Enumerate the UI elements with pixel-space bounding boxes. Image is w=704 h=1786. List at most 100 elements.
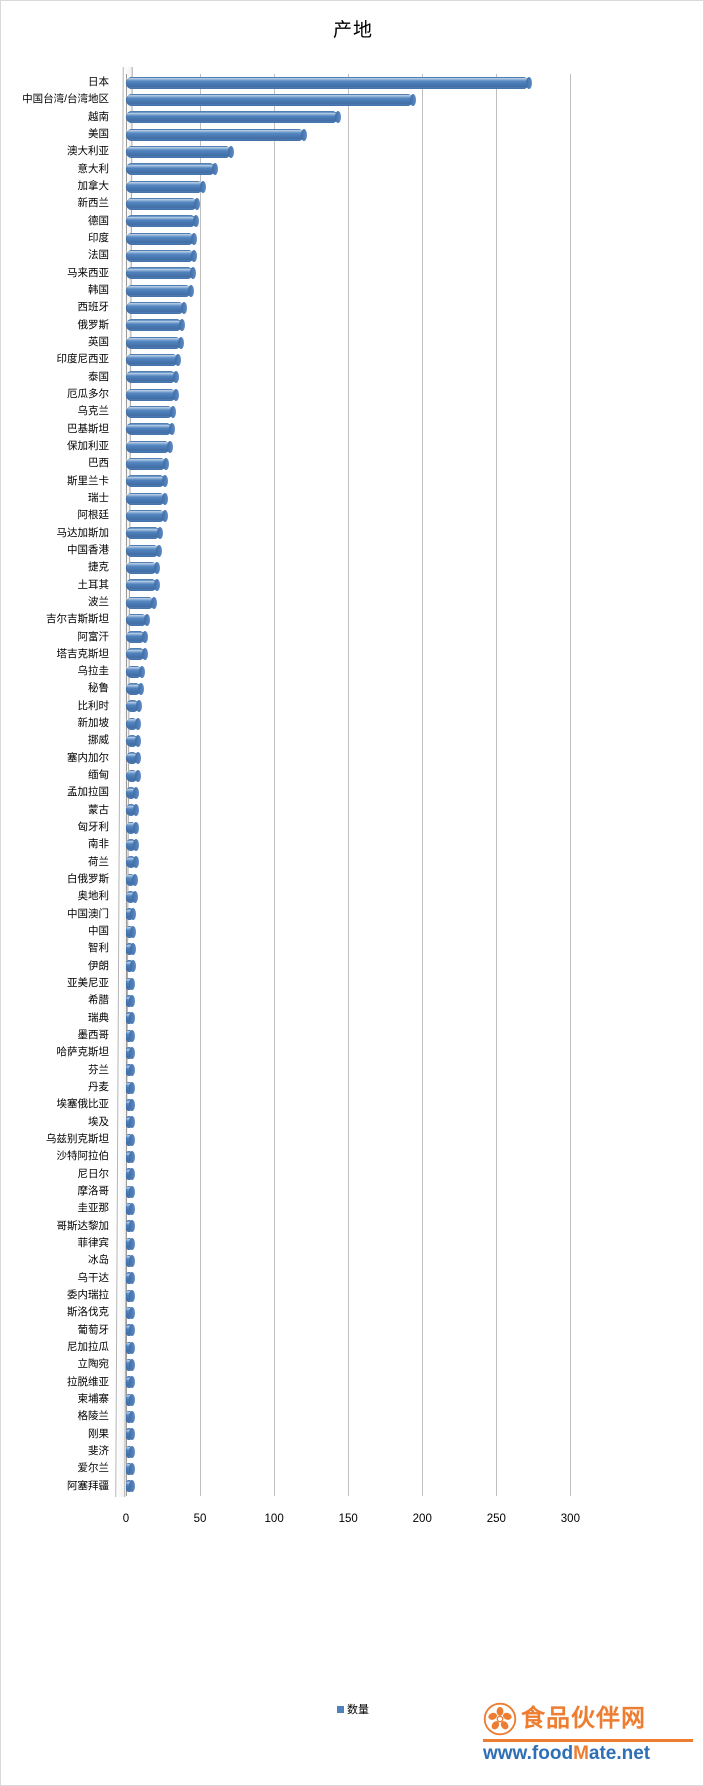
bar[interactable] — [126, 1358, 135, 1371]
category-label: 吉尔吉斯斯坦 — [46, 613, 109, 626]
bar-row — [126, 888, 600, 905]
bar[interactable] — [126, 804, 140, 817]
bar[interactable] — [126, 301, 187, 314]
bar[interactable] — [126, 1341, 135, 1354]
bar[interactable] — [126, 1029, 135, 1042]
bar[interactable] — [126, 1393, 135, 1406]
category-label: 蒙古 — [88, 803, 109, 816]
bar[interactable] — [126, 995, 135, 1008]
bar[interactable] — [126, 735, 141, 748]
bar[interactable] — [126, 1081, 135, 1094]
bar[interactable] — [126, 1185, 135, 1198]
bar[interactable] — [126, 527, 164, 540]
bar[interactable] — [126, 821, 140, 834]
bar-row — [126, 421, 600, 438]
bar[interactable] — [126, 1480, 135, 1493]
bar[interactable] — [126, 1168, 135, 1181]
bar[interactable] — [126, 925, 138, 938]
bar-row — [126, 317, 600, 334]
category-label: 哥斯达黎加 — [56, 1219, 110, 1232]
bar[interactable] — [126, 1410, 135, 1423]
bar[interactable] — [126, 475, 167, 488]
bar[interactable] — [126, 197, 201, 210]
bar[interactable] — [126, 336, 184, 349]
bar[interactable] — [126, 319, 186, 332]
bar[interactable] — [126, 440, 174, 453]
bar[interactable] — [126, 683, 144, 696]
bar[interactable] — [126, 1220, 135, 1233]
bar[interactable] — [126, 873, 138, 886]
bar[interactable] — [126, 509, 167, 522]
bar[interactable] — [126, 371, 180, 384]
bar[interactable] — [126, 1289, 135, 1302]
category-label: 韩国 — [88, 283, 109, 296]
gridline — [570, 74, 572, 1496]
bar[interactable] — [126, 353, 181, 366]
category-label: 日本 — [88, 76, 109, 88]
bar[interactable] — [126, 1133, 135, 1146]
bar[interactable] — [126, 1376, 135, 1389]
bar[interactable] — [126, 1428, 135, 1441]
category-label: 西班牙 — [77, 301, 110, 314]
bar[interactable] — [126, 232, 198, 245]
bar[interactable] — [126, 1116, 135, 1129]
bar[interactable] — [126, 977, 135, 990]
bar[interactable] — [126, 1237, 135, 1250]
bar[interactable] — [126, 76, 532, 89]
bar[interactable] — [126, 267, 196, 280]
bar[interactable] — [126, 1272, 135, 1285]
bar[interactable] — [126, 145, 235, 158]
bar[interactable] — [126, 1254, 135, 1267]
bar-row — [126, 230, 600, 247]
bar[interactable] — [126, 163, 218, 176]
bar[interactable] — [126, 1012, 135, 1025]
bar-row — [126, 1339, 600, 1356]
bar[interactable] — [126, 631, 149, 644]
bar[interactable] — [126, 93, 417, 106]
bar[interactable] — [126, 960, 138, 973]
category-label: 希腊 — [88, 994, 109, 1007]
bar[interactable] — [126, 423, 175, 436]
bar[interactable] — [126, 700, 143, 713]
bar[interactable] — [126, 457, 169, 470]
bar[interactable] — [126, 492, 167, 505]
bar[interactable] — [126, 215, 199, 228]
bar[interactable] — [126, 1324, 135, 1337]
bar[interactable] — [126, 405, 177, 418]
bar[interactable] — [126, 648, 149, 661]
bar[interactable] — [126, 943, 138, 956]
bar[interactable] — [126, 752, 141, 765]
bar[interactable] — [126, 613, 150, 626]
bar[interactable] — [126, 1099, 135, 1112]
bar[interactable] — [126, 1445, 135, 1458]
bar[interactable] — [126, 839, 140, 852]
bar-row — [126, 1200, 600, 1217]
bar[interactable] — [126, 596, 158, 609]
bar[interactable] — [126, 908, 138, 921]
bar[interactable] — [126, 180, 207, 193]
bar[interactable] — [126, 1064, 135, 1077]
bar[interactable] — [126, 544, 162, 557]
bar[interactable] — [126, 665, 146, 678]
category-label: 白俄罗斯 — [67, 873, 109, 886]
bar[interactable] — [126, 717, 141, 730]
category-label: 印度 — [88, 231, 109, 244]
bar[interactable] — [126, 1462, 135, 1475]
bar[interactable] — [126, 769, 141, 782]
bar-row — [126, 126, 600, 143]
bar[interactable] — [126, 1306, 135, 1319]
bar[interactable] — [126, 249, 198, 262]
bar[interactable] — [126, 1151, 135, 1163]
bar[interactable] — [126, 1047, 135, 1060]
bar[interactable] — [126, 579, 161, 592]
bar[interactable] — [126, 1202, 135, 1215]
bar[interactable] — [126, 111, 341, 124]
bar[interactable] — [126, 284, 195, 297]
bar[interactable] — [126, 561, 161, 574]
bar[interactable] — [126, 128, 307, 141]
watermark-url-mid: M — [573, 1743, 589, 1764]
bar[interactable] — [126, 787, 140, 800]
bar[interactable] — [126, 891, 138, 904]
bar[interactable] — [126, 856, 140, 869]
bar[interactable] — [126, 388, 180, 401]
